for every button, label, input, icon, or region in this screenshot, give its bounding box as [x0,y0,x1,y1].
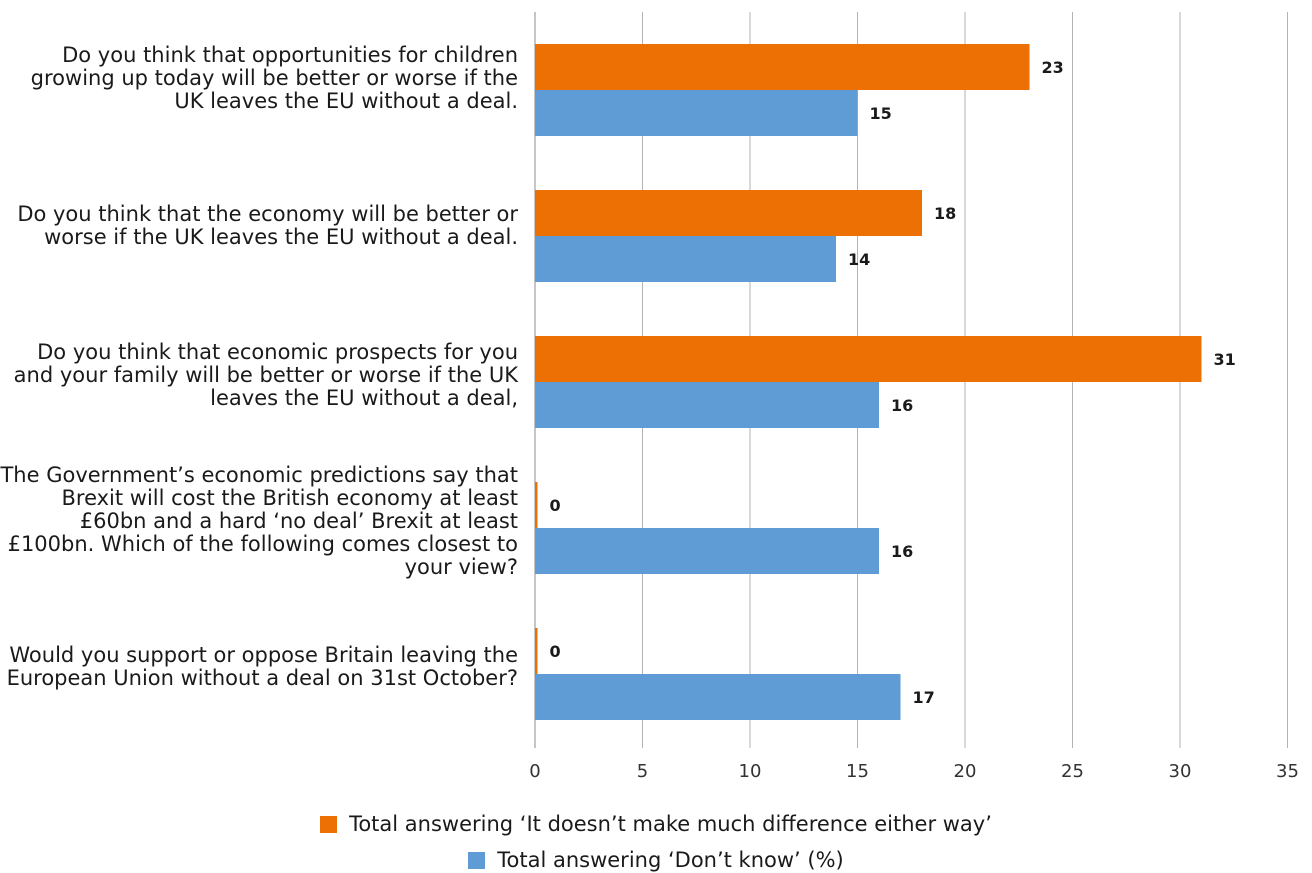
bar-no-difference [535,482,538,528]
data-label: 14 [848,250,870,269]
data-label: 18 [934,204,956,223]
category-label-3: Do you think that economic prospects for… [13,340,518,410]
x-tick-label: 35 [1276,761,1299,782]
data-label: 17 [913,688,935,707]
legend-label-dont-know: Total answering ‘Don’t know’ (%) [497,848,844,872]
data-label: 15 [870,104,892,123]
bar-dont-know [535,90,858,136]
bar-no-difference [535,190,922,236]
data-label: 0 [550,496,561,515]
x-tick-label: 10 [739,761,762,782]
category-label-1: Do you think that opportunities for chil… [30,43,518,113]
legend-label-no-difference: Total answering ‘It doesn’t make much di… [349,812,992,836]
x-tick-label: 0 [529,761,540,782]
x-tick-label: 20 [954,761,977,782]
legend-swatch-orange [320,815,338,833]
category-label-4: The Government’s economic predictions sa… [0,463,518,579]
legend-item-no-difference: Total answering ‘It doesn’t make much di… [320,811,992,837]
bar-no-difference [535,44,1030,90]
bar-no-difference [535,336,1202,382]
data-label: 16 [891,542,913,561]
bar-dont-know [535,674,901,720]
category-label-5: Would you support or oppose Britain leav… [6,643,518,690]
legend-item-dont-know: Total answering ‘Don’t know’ (%) [468,847,844,873]
bar-dont-know [535,382,879,428]
data-label: 0 [550,642,561,661]
data-label: 16 [891,396,913,415]
data-label: 31 [1214,350,1236,369]
bar-dont-know [535,236,836,282]
bar-dont-know [535,528,879,574]
legend-row-1: Total answering ‘It doesn’t make much di… [0,811,1312,837]
x-tick-label: 30 [1169,761,1192,782]
legend-swatch-blue [468,851,486,869]
category-label-2: Do you think that the economy will be be… [17,202,518,249]
x-tick-label: 25 [1061,761,1084,782]
data-label: 23 [1042,58,1064,77]
x-tick-label: 15 [846,761,869,782]
x-tick-label: 5 [637,761,648,782]
bar-no-difference [535,628,538,674]
legend-row-2: Total answering ‘Don’t know’ (%) [0,847,1312,873]
